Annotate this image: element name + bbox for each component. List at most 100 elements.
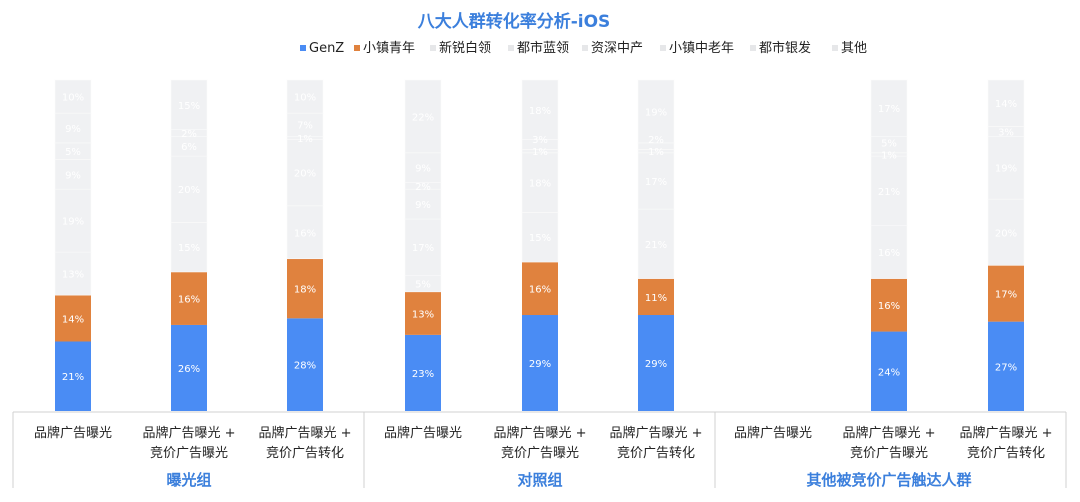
legend-item: 小镇青年 bbox=[363, 41, 415, 56]
data-label: 18% bbox=[294, 285, 316, 296]
legend-swatch bbox=[750, 45, 756, 51]
data-label: 29% bbox=[529, 359, 551, 370]
legend-swatch bbox=[354, 45, 360, 51]
category-label: 品牌广告曝光 + bbox=[493, 425, 586, 441]
data-label: 21% bbox=[645, 240, 667, 251]
bar-segment bbox=[988, 321, 1024, 411]
category-label: 竞价广告曝光 bbox=[850, 445, 928, 461]
group-label: 其他被竞价广告触达人群 bbox=[806, 471, 971, 489]
legend-swatch bbox=[832, 45, 838, 51]
bar-segment bbox=[637, 79, 675, 144]
data-label: 1% bbox=[881, 150, 897, 161]
category-label: 品牌广告曝光 + bbox=[842, 425, 935, 441]
bar-segment bbox=[637, 208, 675, 279]
category-label: 竞价广告曝光 bbox=[501, 445, 579, 461]
data-label: 3% bbox=[532, 135, 548, 146]
bar-segment bbox=[987, 198, 1025, 266]
legend-swatch bbox=[430, 45, 436, 51]
data-label: 2% bbox=[415, 182, 431, 193]
data-label: 15% bbox=[178, 101, 200, 112]
legend-item: 新锐白领 bbox=[439, 40, 491, 56]
chart-title: 八大人群转化率分析-iOS bbox=[418, 11, 611, 32]
data-label: 18% bbox=[529, 106, 551, 117]
data-label: 13% bbox=[62, 270, 84, 281]
data-label: 21% bbox=[62, 372, 84, 383]
legend-item: 小镇中老年 bbox=[669, 41, 734, 56]
bar-segment bbox=[521, 212, 559, 263]
data-label: 19% bbox=[62, 217, 84, 228]
data-label: 9% bbox=[415, 164, 431, 175]
bar-segment bbox=[987, 79, 1025, 127]
data-labels: 21% 14% 13% 19% 9% 5% 9% 10% 26% 16% 15% 20% 6% 2% 15%… bbox=[62, 93, 1017, 384]
data-label: 17% bbox=[412, 243, 434, 254]
category-label: 品牌广告曝光 + bbox=[258, 425, 351, 441]
data-label: 5% bbox=[65, 147, 81, 158]
data-label: 7% bbox=[297, 121, 313, 132]
data-label: 9% bbox=[65, 124, 81, 135]
bar-segment bbox=[171, 271, 207, 325]
data-label: 16% bbox=[294, 228, 316, 239]
bar-segment bbox=[870, 155, 908, 226]
data-label: 14% bbox=[62, 314, 84, 325]
bar-segment bbox=[404, 188, 442, 220]
category-label: 品牌广告曝光 bbox=[734, 425, 812, 441]
bar-segment bbox=[54, 188, 92, 253]
bar-segment bbox=[404, 152, 442, 183]
data-label: 5% bbox=[415, 280, 431, 291]
bar-segment bbox=[522, 315, 558, 411]
category-label: 竞价广告转化 bbox=[266, 445, 344, 461]
category-label: 品牌广告曝光 + bbox=[959, 425, 1052, 441]
bar-segment bbox=[638, 278, 674, 316]
bar-segment bbox=[170, 79, 208, 130]
bar-segment bbox=[287, 318, 323, 411]
legend-item: 都市蓝领 bbox=[517, 40, 569, 56]
bar-segment bbox=[55, 341, 91, 411]
data-label: 11% bbox=[645, 293, 667, 304]
bar-segment bbox=[638, 315, 674, 411]
group-label: 曝光组 bbox=[166, 471, 211, 489]
bar-segment bbox=[871, 331, 907, 411]
legend-item: 都市银发 bbox=[759, 40, 811, 56]
bar-segment bbox=[170, 222, 208, 273]
legend-item: GenZ bbox=[309, 41, 344, 56]
data-label: 5% bbox=[881, 138, 897, 149]
bar-segment bbox=[55, 295, 91, 342]
data-label: 3% bbox=[998, 127, 1014, 138]
data-label: 13% bbox=[412, 309, 434, 320]
data-label: 17% bbox=[878, 104, 900, 115]
bar-segment bbox=[871, 278, 907, 332]
bar-segment bbox=[988, 265, 1024, 322]
legend-item: 资深中产 bbox=[591, 41, 643, 56]
category-label: 竞价广告转化 bbox=[617, 445, 695, 461]
data-label: 1% bbox=[532, 147, 548, 158]
data-label: 2% bbox=[181, 129, 197, 140]
data-label: 17% bbox=[645, 177, 667, 188]
legend-swatch bbox=[660, 45, 666, 51]
data-label: 15% bbox=[529, 233, 551, 244]
data-label: 26% bbox=[178, 364, 200, 375]
data-label: 2% bbox=[648, 135, 664, 146]
data-label: 20% bbox=[178, 185, 200, 196]
category-label: 品牌广告曝光 bbox=[34, 425, 112, 441]
bar-segment bbox=[286, 79, 324, 114]
data-label: 28% bbox=[294, 361, 316, 372]
bar-segment bbox=[522, 262, 558, 316]
data-label: 19% bbox=[645, 107, 667, 118]
legend-swatch bbox=[300, 45, 306, 51]
legend: GenZ 小镇青年 新锐白领 都市蓝领 资深中产 小镇中老年 都市银发 其他 bbox=[300, 40, 867, 56]
bar-segment bbox=[405, 334, 441, 411]
data-label: 20% bbox=[995, 228, 1017, 239]
data-label: 1% bbox=[297, 134, 313, 145]
data-label: 16% bbox=[529, 285, 551, 296]
data-label: 29% bbox=[645, 359, 667, 370]
data-label: 17% bbox=[995, 289, 1017, 300]
bar-segment bbox=[404, 79, 442, 154]
bar-segment bbox=[54, 112, 92, 144]
bar-segment bbox=[987, 135, 1025, 200]
bar-segment bbox=[54, 79, 92, 114]
data-label: 21% bbox=[878, 187, 900, 198]
bar-segment bbox=[521, 79, 559, 140]
legend-swatch bbox=[582, 45, 588, 51]
